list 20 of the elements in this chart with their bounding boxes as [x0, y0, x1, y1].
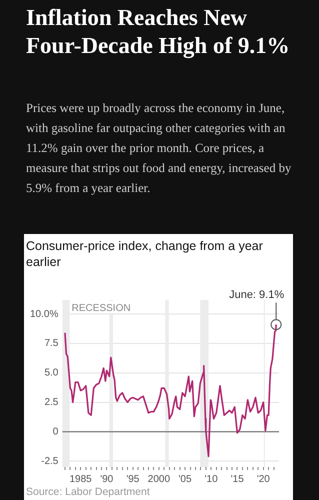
x-tick-label: 2000 — [148, 474, 170, 485]
y-tick-label: -2.5 — [41, 456, 59, 467]
y-tick-label: 2.5 — [44, 397, 59, 408]
x-tick-label: 1985 — [70, 474, 92, 485]
x-tick-label: '95 — [126, 474, 140, 485]
x-tick-label: '20 — [256, 474, 270, 485]
x-tick-label: '90 — [100, 474, 114, 485]
chart-title: Inflation Reaches New Four-Decade High of 9.1% — [26, 4, 291, 60]
band-label: RECESSION — [72, 302, 131, 314]
y-tick-label: 10.0% — [30, 308, 58, 320]
annotation: June: 9.1% — [229, 289, 284, 302]
source-note: Source: Labor Department — [26, 486, 150, 498]
x-tick-label: '10 — [204, 474, 218, 485]
chart-subtitle: Prices were up broadly across the economy in June, with gasoline far outpacing other categories with an 11.2% gain over the prior month. Core prices, a measure that strips out food and energy, increased by 5.9% from a year earlier. — [26, 100, 292, 197]
y-tick-label: 0 — [52, 426, 59, 438]
x-tick-label: '05 — [178, 474, 192, 485]
y-tick-label: 5.0 — [44, 368, 59, 379]
y-tick-label: 7.5 — [44, 338, 59, 350]
x-tick-label: '15 — [230, 474, 244, 485]
y-axis-title: Consumer-price index, change from a year earlier — [26, 238, 264, 270]
